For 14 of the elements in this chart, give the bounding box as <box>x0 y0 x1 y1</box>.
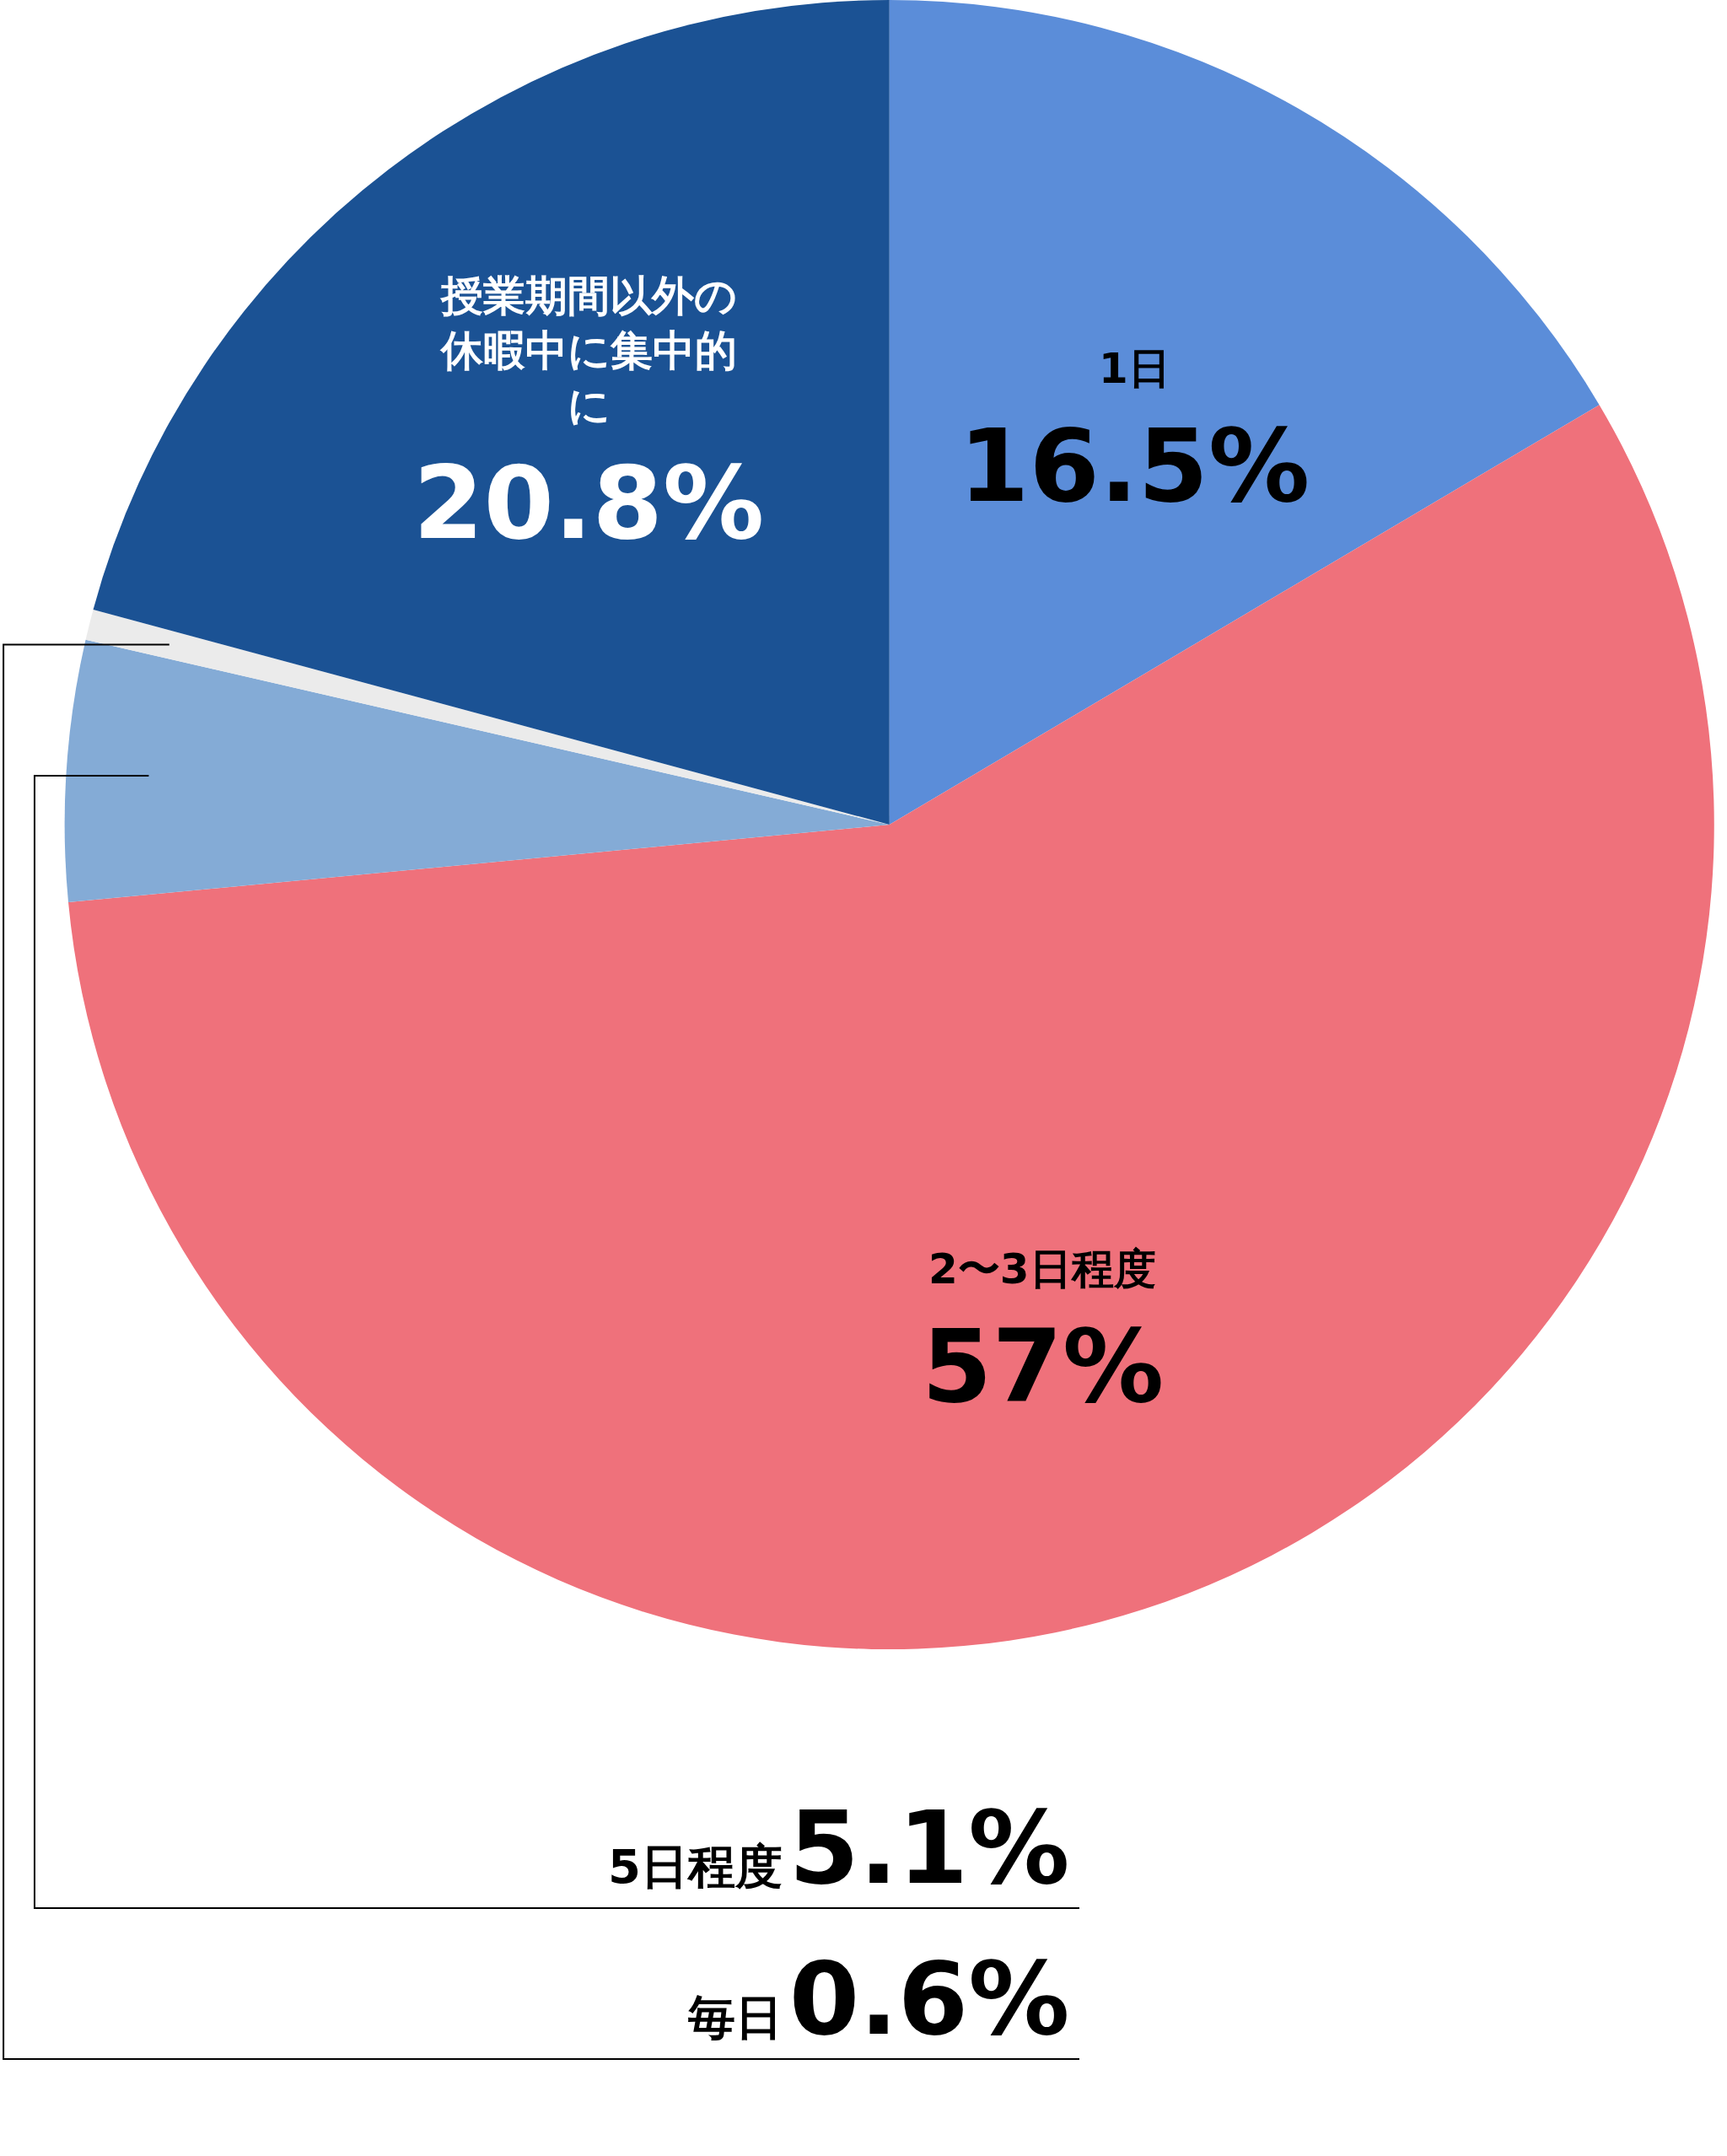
data-label: 16.5% <box>959 407 1310 524</box>
pie-slice <box>85 609 890 825</box>
slice-label: 授業期間以外の休暇中に集中的に <box>439 272 737 430</box>
data-label: 20.8% <box>413 444 765 562</box>
data-label: 0.6% <box>788 1940 1070 2057</box>
data-label: 5.1% <box>788 1789 1070 1906</box>
pie-slice <box>889 0 1600 825</box>
data-label: 57% <box>922 1308 1165 1425</box>
slice-label: 5日程度 <box>608 1839 783 1894</box>
pie-slice <box>93 0 890 825</box>
slice-label: 2〜3日程度 <box>928 1245 1156 1293</box>
slice-label: 毎日 <box>687 1990 783 2045</box>
slice-label: 1日 <box>1099 344 1170 393</box>
pie-slice <box>64 639 890 903</box>
